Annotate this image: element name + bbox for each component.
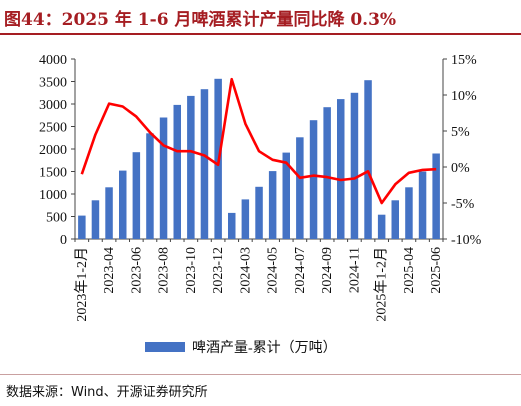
legend-label: 啤酒产量-累计（万吨） xyxy=(192,340,337,356)
bar xyxy=(78,215,86,239)
left-tick-label: 3500 xyxy=(39,76,67,91)
bar xyxy=(146,133,154,240)
legend: 啤酒产量-累计（万吨） xyxy=(145,340,337,356)
bar xyxy=(350,92,359,240)
bar xyxy=(200,89,209,239)
bar xyxy=(364,80,372,239)
bar xyxy=(323,107,331,239)
bar-series xyxy=(78,78,440,240)
right-tick-label: -5% xyxy=(451,197,475,212)
left-tick-label: 1500 xyxy=(39,166,67,181)
title-bar: 图44：2025 年 1-6 月啤酒累计产量同比降 0.3% xyxy=(0,0,521,35)
bar xyxy=(159,117,168,239)
footer-rule xyxy=(0,374,521,375)
x-tick-label: 2024-03 xyxy=(238,247,253,294)
x-tick-label: 2024-07 xyxy=(293,247,308,294)
bar xyxy=(337,99,345,239)
left-tick-label: 1000 xyxy=(39,188,67,203)
bar xyxy=(241,199,250,239)
x-tick-label: 2025-06 xyxy=(429,247,444,294)
bar xyxy=(105,187,113,240)
bar xyxy=(91,200,100,239)
left-tick-label: 3000 xyxy=(39,98,67,113)
right-tick-label: 10% xyxy=(451,89,477,104)
right-tick-label: 5% xyxy=(451,125,470,140)
x-tick-label: 2023-08 xyxy=(157,247,172,294)
bar xyxy=(187,95,195,240)
x-tick-label: 2025年1-2月 xyxy=(374,247,390,322)
x-tick-label: 2024-11 xyxy=(347,247,362,293)
x-tick-label: 2023-12 xyxy=(211,247,226,294)
bar xyxy=(309,120,318,239)
line-series xyxy=(80,77,437,205)
right-tick-label: -10% xyxy=(451,233,482,248)
right-tick-label: 0% xyxy=(451,161,470,176)
bar xyxy=(268,171,277,239)
figure-title: 图44：2025 年 1-6 月啤酒累计产量同比降 0.3% xyxy=(4,10,397,30)
bar xyxy=(282,152,290,239)
title-rule xyxy=(0,33,521,35)
source-note: 数据来源：Wind、开源证券研究所 xyxy=(6,385,208,400)
bar xyxy=(255,186,263,239)
right-axis-ticks: -10% -5% 0% 5% 10% 15% xyxy=(443,53,482,248)
x-tick-label: 2023-04 xyxy=(102,247,117,294)
right-tick-label: 15% xyxy=(451,53,477,68)
legend-swatch xyxy=(145,342,185,352)
bar xyxy=(377,214,386,239)
left-axis-ticks: 0 500 1000 1500 2000 2500 3000 3500 4000 xyxy=(39,53,75,248)
x-tick-label: 2023-10 xyxy=(184,247,199,294)
x-tick-label: 2024-09 xyxy=(320,247,335,294)
bar xyxy=(391,200,399,239)
x-tick-label: 2023-06 xyxy=(129,247,144,294)
bar xyxy=(119,170,127,239)
left-tick-label: 500 xyxy=(46,211,67,226)
bar xyxy=(228,212,236,239)
beer-production-chart: 0 500 1000 1500 2000 2500 3000 3500 4000 -10% -5%… xyxy=(39,53,482,356)
bar xyxy=(418,171,427,239)
yoy-line xyxy=(80,77,437,205)
bar xyxy=(432,153,440,239)
x-tick-label: 2023年1-2月 xyxy=(74,247,90,322)
bar xyxy=(296,137,304,239)
left-tick-label: 4000 xyxy=(39,53,67,68)
left-tick-label: 2500 xyxy=(39,121,67,136)
x-axis-ticks: 2023年1-2月 2023-04 2023-06 2023-08 2023-10 202… xyxy=(74,239,444,322)
bar xyxy=(405,187,413,240)
x-tick-label: 2024-05 xyxy=(266,247,281,294)
left-tick-label: 0 xyxy=(60,233,67,248)
left-tick-label: 2000 xyxy=(39,143,67,158)
bar xyxy=(132,152,141,239)
x-tick-label: 2025-04 xyxy=(402,247,417,294)
bar xyxy=(173,104,181,240)
